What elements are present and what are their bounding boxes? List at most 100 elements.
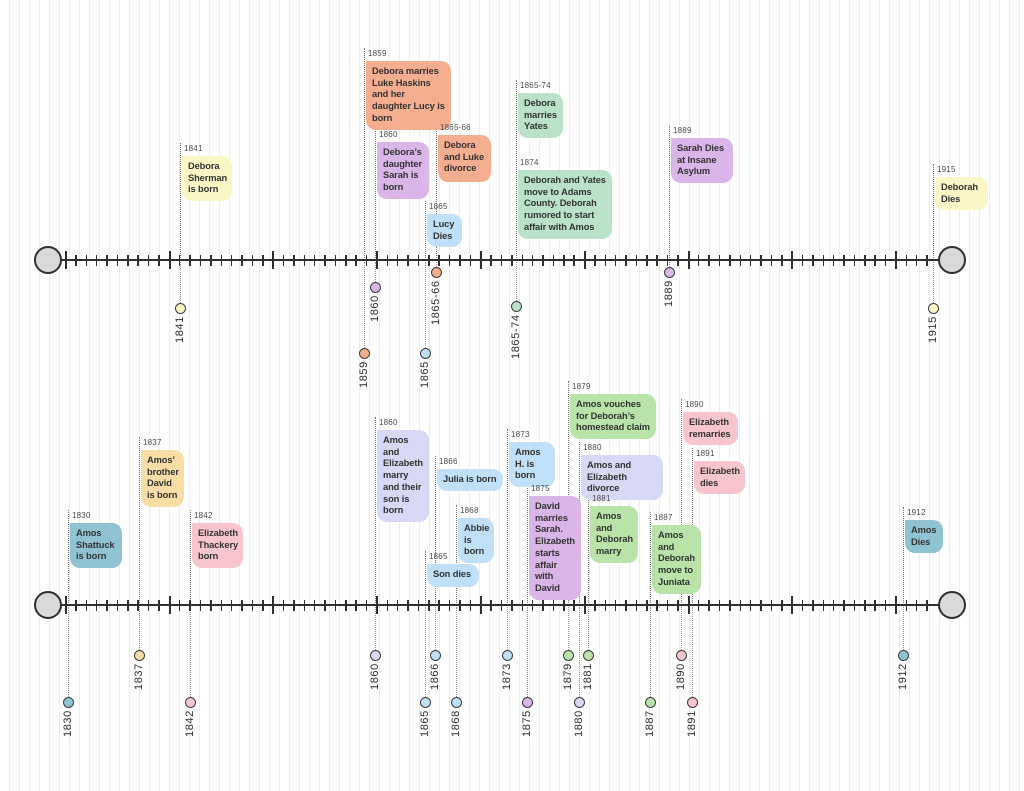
axis-minor-tick xyxy=(646,254,648,266)
event-year-label: 1841 xyxy=(184,144,203,153)
event-connector xyxy=(669,125,670,260)
axis-minor-tick xyxy=(75,254,77,266)
axis-minor-tick xyxy=(158,254,160,266)
axis-minor-tick xyxy=(241,599,243,611)
dot-stem xyxy=(139,607,140,650)
dot-year-label: 1866 xyxy=(428,663,441,690)
axis-minor-tick xyxy=(220,599,222,611)
axis-minor-tick xyxy=(417,599,420,611)
event-card: Sarah Dies at Insane Asylum xyxy=(671,138,733,184)
event-card: Elizabeth remarries xyxy=(683,412,738,446)
event-year-label: 1875 xyxy=(531,484,550,493)
axis-major-tick xyxy=(687,596,690,614)
axis-major-tick xyxy=(791,251,794,269)
axis-minor-tick xyxy=(334,599,337,611)
axis-minor-tick xyxy=(656,254,658,266)
axis-minor-tick xyxy=(884,254,887,266)
axis-minor-tick xyxy=(199,599,202,611)
axis-minor-tick xyxy=(708,254,710,266)
axis-minor-tick xyxy=(915,599,918,611)
axis-minor-tick xyxy=(511,599,513,611)
axis-minor-tick xyxy=(407,254,409,266)
dot-year-label: 1837 xyxy=(132,663,145,690)
axis-minor-tick xyxy=(635,599,638,611)
event-connector xyxy=(68,510,69,605)
event-year-label: 1830 xyxy=(72,511,91,520)
axis-minor-tick xyxy=(189,254,191,266)
axis-minor-tick xyxy=(666,599,669,611)
axis-minor-tick xyxy=(864,254,866,266)
axis-major-tick xyxy=(480,251,482,269)
axis-minor-tick xyxy=(874,254,876,266)
event-connector xyxy=(903,507,904,605)
event-card: Amos and Elizabeth marry and their son i… xyxy=(377,430,429,522)
axis-minor-tick xyxy=(812,254,814,266)
timeline-dot xyxy=(663,266,675,278)
timeline-dot xyxy=(521,696,533,708)
dot-stem xyxy=(456,607,457,697)
timeline-dot xyxy=(501,649,513,661)
timeline-dot xyxy=(450,696,462,708)
event-year-label: 1912 xyxy=(907,508,926,517)
event-connector xyxy=(516,157,517,260)
axis-minor-tick xyxy=(282,254,285,266)
axis-minor-tick xyxy=(251,254,254,266)
timeline-dot xyxy=(562,649,574,661)
axis-minor-tick xyxy=(708,599,710,611)
axis-minor-tick xyxy=(262,254,264,266)
event-connector xyxy=(364,48,365,260)
axis-minor-tick xyxy=(614,254,617,266)
axis-minor-tick xyxy=(905,254,908,266)
axis-minor-tick xyxy=(521,599,524,611)
axis-minor-tick xyxy=(469,599,472,611)
axis-minor-tick xyxy=(210,254,212,266)
dot-year-label: 1868 xyxy=(449,710,462,737)
axis-minor-tick xyxy=(345,254,347,266)
axis-minor-tick xyxy=(407,599,409,611)
dot-year-label: 1865 xyxy=(418,361,431,388)
axis-minor-tick xyxy=(386,599,389,611)
dot-stem xyxy=(425,607,426,697)
axis-major-tick xyxy=(272,596,275,614)
axis-minor-tick xyxy=(490,599,492,611)
event-year-label: 1837 xyxy=(143,438,162,447)
axis-minor-tick xyxy=(324,254,326,266)
event-year-label: 1891 xyxy=(696,449,715,458)
event-connector xyxy=(375,129,376,260)
axis-minor-tick xyxy=(905,599,908,611)
timeline-dot xyxy=(927,302,939,314)
event-card: Debora marries Yates xyxy=(518,93,563,139)
dot-stem xyxy=(588,607,589,650)
event-connector xyxy=(507,429,508,605)
timeline-dot xyxy=(133,649,145,661)
axis-minor-tick xyxy=(614,599,617,611)
axis-minor-tick xyxy=(262,599,264,611)
dot-year-label: 1860 xyxy=(368,663,381,690)
axis-minor-tick xyxy=(220,254,222,266)
dot-year-label: 1865-74 xyxy=(509,314,522,359)
event-connector xyxy=(435,456,436,605)
dot-year-label: 1879 xyxy=(561,663,574,690)
event-card: Amos Dies xyxy=(905,520,943,554)
event-card: Amos and Deborah marry xyxy=(590,506,638,563)
axis-minor-tick xyxy=(604,254,607,266)
axis-minor-tick xyxy=(365,599,368,611)
event-year-label: 1881 xyxy=(592,494,611,503)
axis-minor-tick xyxy=(563,254,565,266)
event-connector xyxy=(681,399,682,605)
event-connector xyxy=(436,122,437,260)
timeline-dot xyxy=(686,696,698,708)
axis-minor-tick xyxy=(573,599,575,611)
dot-stem xyxy=(933,262,934,303)
axis-major-tick xyxy=(895,251,898,269)
axis-minor-tick xyxy=(874,599,876,611)
event-connector xyxy=(190,510,191,605)
axis-minor-tick xyxy=(915,254,918,266)
event-card: Julia is born xyxy=(437,469,503,491)
axis-minor-tick xyxy=(697,254,700,266)
dot-year-label: 1841 xyxy=(173,316,186,343)
event-card: Debora marries Luke Haskins and her daug… xyxy=(366,61,451,130)
event-year-label: 1879 xyxy=(572,382,591,391)
axis-end-circle xyxy=(938,246,966,274)
